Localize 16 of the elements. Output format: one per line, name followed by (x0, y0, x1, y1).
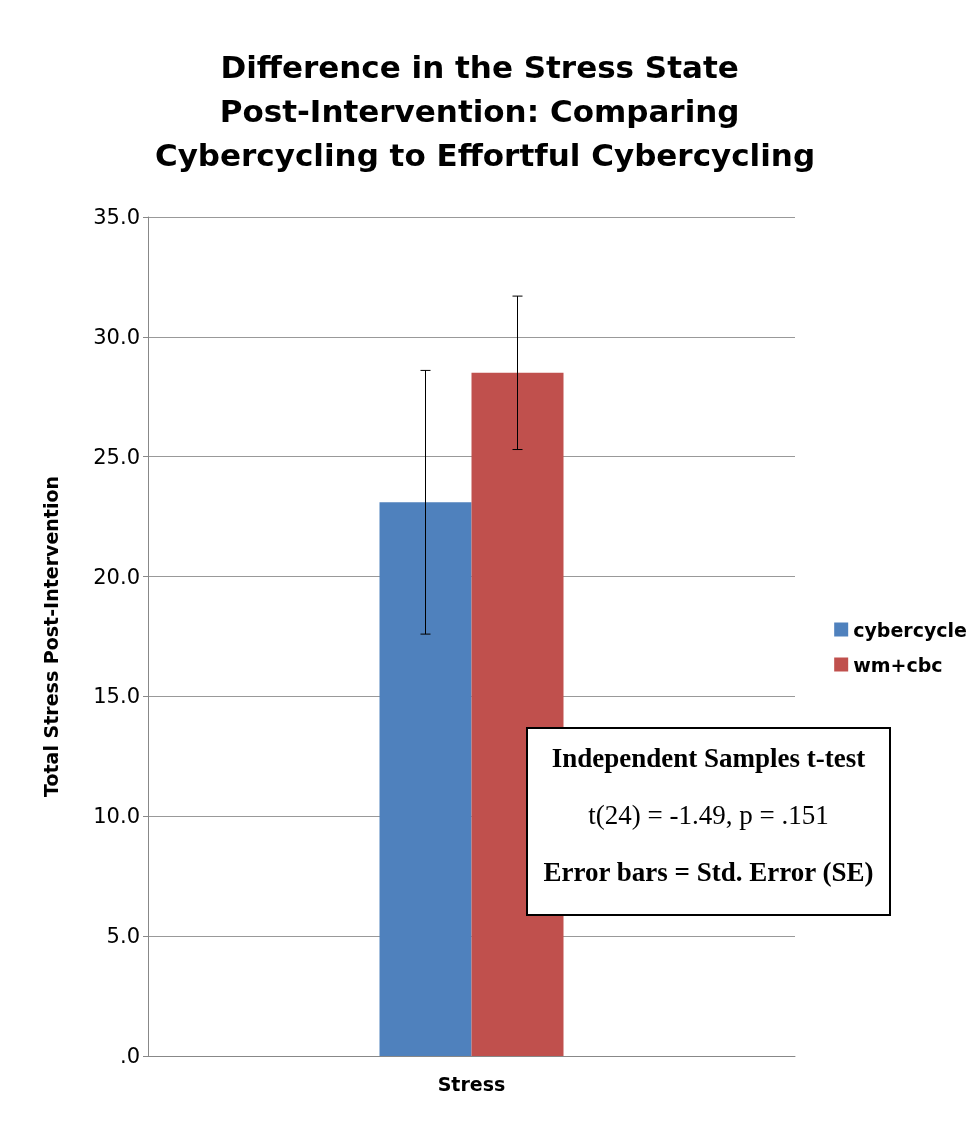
x-tick-label: Stress (437, 1072, 506, 1095)
y-axis-title: Total Stress Post-Intervention (39, 476, 62, 797)
legend-label: wm+cbc (853, 653, 943, 676)
y-tick-label: 20.0 (93, 564, 140, 589)
y-tick-label: 25.0 (93, 444, 140, 469)
annotation: t(24) = -1.49, p = .151 (587, 800, 830, 831)
legend-label: cybercycle (853, 618, 968, 641)
y-tick-label: .0 (119, 1044, 140, 1068)
chart-title: Difference in the Stress State Post-Intervention: Comparing Cybercycling to Effortful Cybercycling (154, 49, 816, 173)
annotation: Independent Samples t-test (550, 743, 867, 774)
y-tick-label: 15.0 (93, 684, 140, 709)
y-tick-label: 5.0 (106, 924, 140, 949)
annotation: Error bars = Std. Error (SE) (542, 857, 875, 888)
y-tick-label: 30.0 (93, 324, 140, 349)
y-tick-label: 35.0 (93, 205, 140, 229)
y-tick-label: 10.0 (93, 804, 140, 829)
